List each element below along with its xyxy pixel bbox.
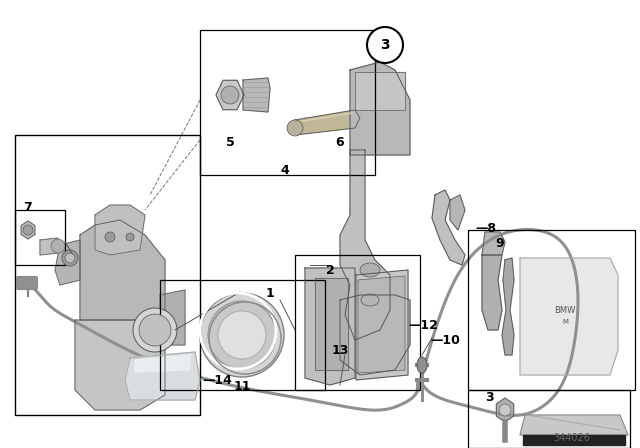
Circle shape [23, 225, 33, 235]
Text: 11: 11 [233, 379, 251, 392]
Polygon shape [482, 255, 502, 330]
Polygon shape [520, 415, 628, 435]
Ellipse shape [361, 294, 379, 306]
Polygon shape [315, 278, 348, 370]
Bar [200, 30, 375, 175]
Text: —14: —14 [202, 374, 232, 387]
Bar [160, 280, 325, 390]
Polygon shape [216, 80, 244, 110]
Text: M: M [562, 319, 568, 325]
Text: BMW: BMW [554, 306, 576, 314]
Circle shape [287, 120, 303, 136]
Bar [295, 255, 420, 390]
Ellipse shape [417, 357, 427, 373]
Bar [468, 230, 635, 390]
Polygon shape [305, 268, 355, 385]
Text: 4: 4 [280, 164, 289, 177]
Text: 9: 9 [496, 237, 504, 250]
Bar [468, 390, 630, 448]
Circle shape [62, 250, 78, 266]
Text: —12: —12 [408, 319, 438, 332]
Text: —10: —10 [430, 333, 460, 346]
Polygon shape [358, 276, 405, 373]
Polygon shape [243, 78, 270, 112]
Circle shape [367, 27, 403, 63]
Polygon shape [340, 150, 390, 340]
Polygon shape [432, 190, 465, 265]
Circle shape [133, 308, 177, 352]
Circle shape [200, 293, 284, 377]
Circle shape [51, 239, 65, 253]
Polygon shape [520, 258, 618, 375]
Polygon shape [497, 398, 514, 422]
Polygon shape [350, 62, 410, 155]
Polygon shape [340, 295, 410, 375]
Polygon shape [21, 221, 35, 239]
Polygon shape [502, 258, 514, 355]
Circle shape [499, 404, 511, 416]
Circle shape [208, 301, 276, 369]
Text: 13: 13 [332, 344, 349, 357]
Circle shape [139, 314, 171, 346]
Polygon shape [80, 220, 165, 320]
Polygon shape [135, 355, 190, 372]
Polygon shape [356, 270, 408, 380]
Polygon shape [55, 240, 80, 285]
Polygon shape [482, 232, 505, 255]
Text: 7: 7 [24, 201, 33, 214]
Circle shape [221, 86, 239, 104]
Text: 3: 3 [486, 391, 494, 404]
Polygon shape [40, 238, 58, 255]
Bar [15, 210, 65, 265]
Polygon shape [450, 195, 465, 230]
Ellipse shape [360, 263, 380, 277]
Circle shape [126, 233, 134, 241]
Text: 1: 1 [266, 287, 275, 300]
Polygon shape [523, 435, 625, 445]
Text: 2: 2 [326, 263, 334, 276]
Text: —8: —8 [475, 221, 496, 234]
Polygon shape [125, 352, 200, 400]
Polygon shape [75, 320, 165, 410]
Text: 3: 3 [380, 38, 390, 52]
FancyBboxPatch shape [17, 276, 38, 289]
Polygon shape [355, 72, 405, 110]
Polygon shape [95, 205, 145, 255]
Text: 5: 5 [226, 135, 234, 148]
Circle shape [218, 311, 266, 359]
Bar [15, 135, 200, 415]
Polygon shape [160, 290, 185, 345]
Polygon shape [295, 110, 360, 135]
Text: 6: 6 [336, 135, 344, 148]
Circle shape [65, 253, 75, 263]
Text: 344026: 344026 [554, 433, 591, 443]
Circle shape [105, 232, 115, 242]
